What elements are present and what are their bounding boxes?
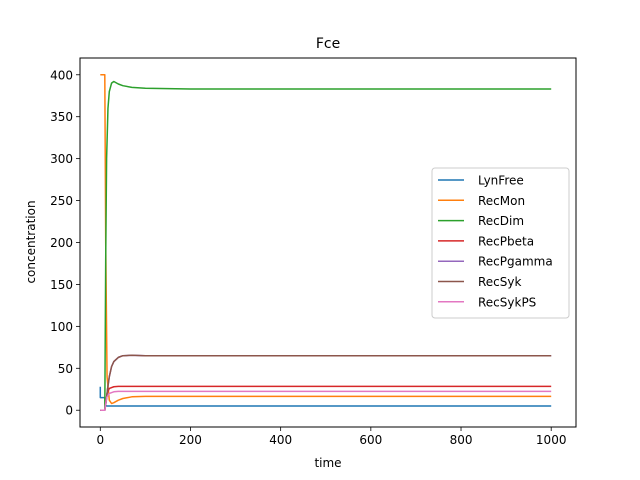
series-lines [99,74,552,411]
y-axis-ticks: 0 50 100 150 200 250 300 350 400 [50,68,80,418]
x-tick-label: 200 [179,433,202,447]
legend-label-recpbeta: RecPbeta [478,234,534,248]
x-tick-label: 0 [96,433,104,447]
legend-label-recsykps: RecSykPS [478,295,536,309]
y-tick-label: 150 [50,278,73,292]
y-tick-label: 300 [50,152,73,166]
y-tick-label: 50 [58,362,73,376]
x-tick-label: 400 [269,433,292,447]
y-tick-label: 100 [50,320,73,334]
series-line-recsyk [100,354,552,411]
legend-label-lynfree: LynFree [478,174,524,188]
series-line-recpgamma [100,354,552,411]
y-tick-label: 200 [50,236,73,250]
y-tick-label: 250 [50,194,73,208]
legend: LynFree RecMon RecDim RecPbeta RecPgamma RecS… [431,167,570,319]
x-tick-label: 1000 [536,433,567,447]
x-axis-label: time [314,456,341,470]
chart-title: Fce [316,36,340,52]
y-tick-label: 0 [65,404,73,418]
y-tick-label: 350 [50,110,73,124]
legend-box [431,167,570,319]
legend-label-recmon: RecMon [478,194,525,208]
x-tick-label: 600 [359,433,382,447]
legend-label-recdim: RecDim [478,214,524,228]
series-line-recsykps [100,390,552,411]
x-axis-ticks: 0 200 400 600 800 1000 [96,427,566,447]
y-axis-label: concentration [24,200,38,283]
legend-label-recsyk: RecSyk [478,275,521,289]
y-tick-label: 400 [50,68,73,82]
legend-label-recpgamma: RecPgamma [478,255,553,269]
series-line-recdim [100,80,552,411]
x-tick-label: 800 [450,433,473,447]
plot-frame [79,57,577,428]
